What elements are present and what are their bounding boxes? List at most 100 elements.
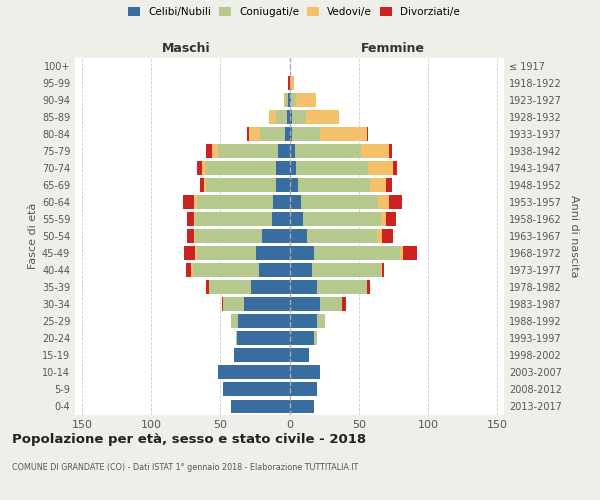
Bar (203, 178, 206, 192)
Bar (378, 195, 389, 209)
Bar (186, 264, 191, 278)
Bar (306, 110, 340, 124)
Y-axis label: Fasce di età: Fasce di età (28, 203, 38, 270)
Bar (194, 212, 196, 226)
Bar (389, 195, 401, 209)
Bar (197, 161, 202, 175)
Bar (290, 93, 291, 107)
Bar (218, 144, 278, 158)
Bar (314, 332, 317, 345)
Bar (275, 178, 290, 192)
Bar (244, 298, 290, 312)
Bar (298, 178, 370, 192)
Bar (187, 212, 194, 226)
Bar (288, 93, 290, 107)
Bar (377, 230, 382, 243)
Bar (273, 195, 290, 209)
Bar (290, 195, 301, 209)
Bar (262, 230, 290, 243)
Bar (314, 246, 400, 260)
Bar (202, 161, 206, 175)
Text: Popolazione per età, sesso e stato civile - 2018: Popolazione per età, sesso e stato civil… (12, 432, 366, 446)
Bar (232, 400, 290, 413)
Bar (317, 280, 367, 294)
Bar (290, 332, 314, 345)
Bar (237, 332, 290, 345)
Bar (284, 93, 286, 107)
Bar (381, 212, 386, 226)
Bar (260, 127, 286, 141)
Bar (389, 144, 392, 158)
Bar (370, 178, 386, 192)
Bar (403, 246, 417, 260)
Bar (196, 212, 272, 226)
Bar (238, 314, 290, 328)
Bar (196, 246, 197, 260)
Bar (183, 195, 194, 209)
Bar (191, 264, 193, 278)
Bar (187, 230, 194, 243)
Bar (290, 127, 292, 141)
Bar (290, 298, 320, 312)
Bar (232, 314, 238, 328)
Bar (290, 280, 317, 294)
Bar (382, 264, 383, 278)
Bar (290, 110, 292, 124)
Bar (400, 246, 403, 260)
Bar (236, 332, 237, 345)
Bar (386, 212, 396, 226)
Bar (291, 93, 296, 107)
Bar (301, 195, 378, 209)
Bar (275, 110, 287, 124)
Bar (247, 127, 250, 141)
Bar (290, 366, 320, 380)
Bar (197, 246, 256, 260)
Bar (206, 161, 275, 175)
Bar (290, 161, 296, 175)
Legend: Celibi/Nubili, Coniugati/e, Vedovi/e, Divorziati/e: Celibi/Nubili, Coniugati/e, Vedovi/e, Di… (126, 5, 462, 20)
Text: COMUNE DI GRANDATE (CO) - Dati ISTAT 1° gennaio 2018 - Elaborazione TUTTITALIA.I: COMUNE DI GRANDATE (CO) - Dati ISTAT 1° … (12, 462, 358, 471)
Bar (296, 161, 368, 175)
Bar (223, 298, 244, 312)
Bar (200, 178, 204, 192)
Bar (250, 127, 260, 141)
Bar (367, 127, 368, 141)
Bar (290, 264, 311, 278)
Bar (288, 76, 290, 90)
Bar (382, 230, 393, 243)
Bar (320, 127, 367, 141)
Bar (184, 246, 196, 260)
Bar (361, 144, 389, 158)
Bar (290, 314, 317, 328)
Bar (234, 348, 290, 362)
Bar (290, 400, 314, 413)
Bar (368, 161, 393, 175)
Bar (342, 298, 346, 312)
Bar (292, 110, 306, 124)
Bar (223, 382, 290, 396)
Bar (290, 178, 298, 192)
Bar (367, 280, 370, 294)
Bar (272, 212, 290, 226)
Y-axis label: Anni di nascita: Anni di nascita (569, 195, 578, 278)
Bar (287, 110, 290, 124)
Bar (386, 178, 392, 192)
Bar (194, 195, 197, 209)
Text: Maschi: Maschi (162, 42, 211, 55)
Bar (196, 230, 262, 243)
Bar (209, 280, 251, 294)
Bar (296, 93, 316, 107)
Bar (381, 264, 382, 278)
Bar (320, 298, 342, 312)
Bar (193, 264, 259, 278)
Bar (292, 127, 320, 141)
Bar (212, 144, 218, 158)
Bar (275, 161, 290, 175)
Bar (218, 366, 290, 380)
Bar (269, 110, 275, 124)
Bar (290, 348, 309, 362)
Bar (206, 280, 209, 294)
Bar (291, 76, 293, 90)
Bar (290, 230, 307, 243)
Bar (286, 127, 290, 141)
